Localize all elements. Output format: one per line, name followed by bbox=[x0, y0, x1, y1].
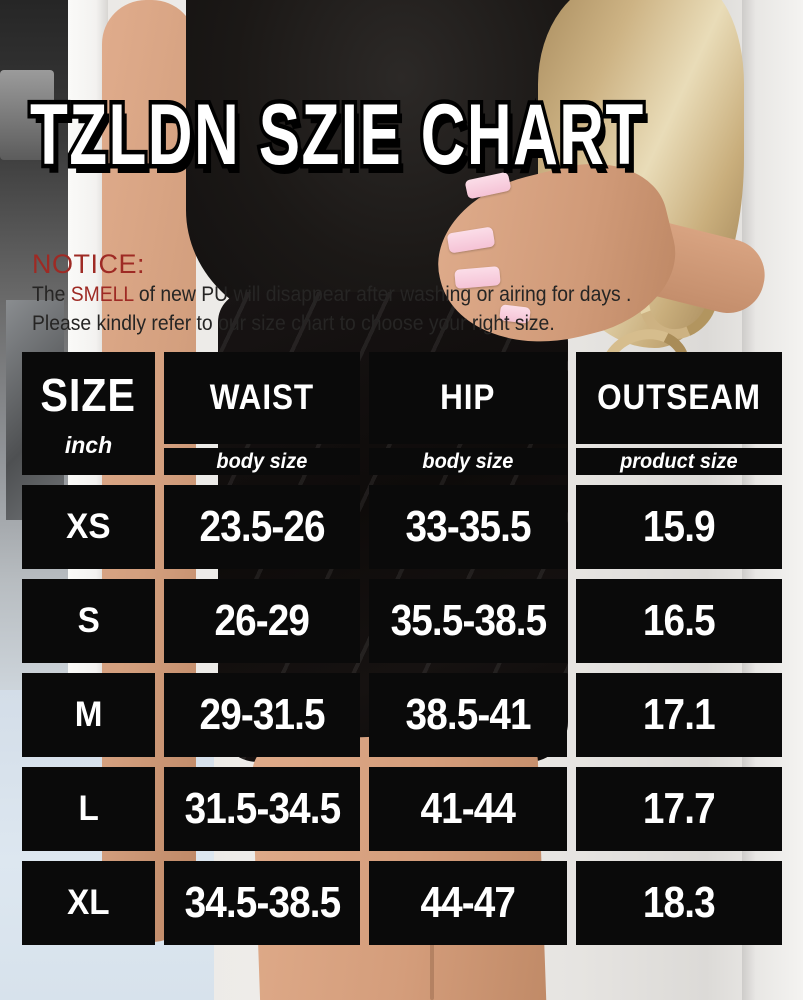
notice-heading: NOTICE: bbox=[32, 249, 146, 279]
notice-line-1-post: of new PU will disappear after washing o… bbox=[133, 282, 632, 306]
waist-value: 34.5-38.5 bbox=[184, 878, 341, 927]
hip-cell-m: 38.5-41 bbox=[369, 673, 567, 757]
notice-block: NOTICE: The SMELL of new PU will disappe… bbox=[32, 248, 698, 337]
appliance-panel bbox=[0, 70, 54, 160]
size-cell-m: M bbox=[22, 673, 155, 757]
hip-cell-l: 41-44 bbox=[369, 767, 567, 851]
size-label: XL bbox=[67, 883, 110, 922]
hip-cell-xs: 33-35.5 bbox=[369, 485, 567, 569]
notice-line-1: The SMELL of new PU will disappear after… bbox=[32, 280, 631, 309]
outseam-cell-xs: 15.9 bbox=[576, 485, 782, 569]
smell-highlight: SMELL bbox=[70, 282, 134, 306]
outseam-value: 16.5 bbox=[643, 596, 716, 645]
outseam-value: 15.9 bbox=[643, 502, 716, 551]
outseam-header-sub: product size bbox=[576, 448, 782, 475]
size-header-label: SIZE bbox=[40, 369, 137, 421]
outseam-cell-l: 17.7 bbox=[576, 767, 782, 851]
outseam-sublabel: product size bbox=[620, 449, 738, 473]
waist-header-sub: body size bbox=[164, 448, 360, 475]
hip-value: 38.5-41 bbox=[405, 690, 531, 739]
outseam-value: 17.7 bbox=[643, 784, 716, 833]
waist-cell-m: 29-31.5 bbox=[164, 673, 360, 757]
outseam-header-cell: OUTSEAM product size bbox=[576, 352, 782, 475]
size-cell-xl: XL bbox=[22, 861, 155, 945]
notice-line-1-pre: The bbox=[32, 282, 71, 306]
outseam-cell-s: 16.5 bbox=[576, 579, 782, 663]
size-label: XS bbox=[66, 507, 111, 546]
size-unit-label: inch bbox=[64, 432, 113, 458]
waist-cell-xs: 23.5-26 bbox=[164, 485, 360, 569]
hip-cell-xl: 44-47 bbox=[369, 861, 567, 945]
page-title-outline: TZLDN SZIE CHART bbox=[27, 87, 647, 183]
size-label: M bbox=[74, 695, 103, 734]
notice-line-2: Please kindly refer to our size chart to… bbox=[32, 310, 555, 335]
waist-value: 26-29 bbox=[214, 596, 311, 645]
size-label: L bbox=[78, 789, 99, 828]
size-cell-xs: XS bbox=[22, 485, 155, 569]
hip-header-label: HIP bbox=[440, 378, 496, 417]
outseam-header-main: OUTSEAM bbox=[576, 352, 782, 444]
hip-value: 44-47 bbox=[420, 878, 517, 927]
waist-sublabel: body size bbox=[216, 449, 308, 473]
size-cell-l: L bbox=[22, 767, 155, 851]
outseam-cell-m: 17.1 bbox=[576, 673, 782, 757]
waist-cell-s: 26-29 bbox=[164, 579, 360, 663]
hip-value: 41-44 bbox=[420, 784, 517, 833]
waist-header-label: WAIST bbox=[209, 378, 315, 417]
outseam-cell-xl: 18.3 bbox=[576, 861, 782, 945]
hip-sublabel: body size bbox=[422, 449, 514, 473]
hip-cell-s: 35.5-38.5 bbox=[369, 579, 567, 663]
waist-value: 29-31.5 bbox=[199, 690, 325, 739]
waist-cell-xl: 34.5-38.5 bbox=[164, 861, 360, 945]
outseam-value: 18.3 bbox=[643, 878, 716, 927]
outseam-header-label: OUTSEAM bbox=[597, 378, 761, 417]
size-chart-table: SIZE inch WAIST body size HIP body size … bbox=[22, 352, 782, 945]
waist-value: 31.5-34.5 bbox=[184, 784, 341, 833]
size-header-cell: SIZE inch bbox=[22, 352, 155, 475]
page-title-text: TZLDN SZIE CHART bbox=[30, 87, 645, 183]
waist-header-cell: WAIST body size bbox=[164, 352, 360, 475]
hip-header-sub: body size bbox=[369, 448, 567, 475]
waist-value: 23.5-26 bbox=[199, 502, 325, 551]
waist-cell-l: 31.5-34.5 bbox=[164, 767, 360, 851]
hip-header-main: HIP bbox=[369, 352, 567, 444]
outseam-value: 17.1 bbox=[643, 690, 716, 739]
hip-value: 33-35.5 bbox=[405, 502, 531, 551]
size-cell-s: S bbox=[22, 579, 155, 663]
hip-header-cell: HIP body size bbox=[369, 352, 567, 475]
hip-value: 35.5-38.5 bbox=[390, 596, 547, 645]
waist-header-main: WAIST bbox=[164, 352, 360, 444]
size-label: S bbox=[77, 601, 100, 640]
